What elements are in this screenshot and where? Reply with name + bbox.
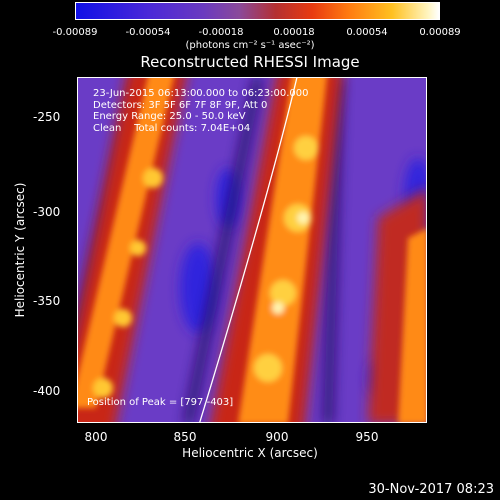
x-tick-label: 800 xyxy=(84,430,108,444)
y-tick-label: -300 xyxy=(33,205,61,219)
y-tick-label: -350 xyxy=(33,294,61,308)
y-tick-label: -250 xyxy=(33,110,61,124)
peak-position: Position of Peak = [797,-403] xyxy=(87,397,234,408)
colorbar-tick-label: 0.00018 xyxy=(273,27,315,38)
colorbar-tick-label: 0.00054 xyxy=(346,27,388,38)
info-line: Clean Total counts: 7.04E+04 xyxy=(93,122,251,134)
info-line: Energy Range: 25.0 - 50.0 keV xyxy=(93,111,246,122)
generation-date: 30-Nov-2017 08:23 xyxy=(368,482,494,497)
x-axis-label: Heliocentric X (arcsec) xyxy=(182,446,318,460)
colorbar-tick-label: -0.00054 xyxy=(125,27,171,38)
info-line: Detectors: 3F 5F 6F 7F 8F 9F, Att 0 xyxy=(93,99,268,111)
observation-info: 23-Jun-2015 06:13:00.000 to 06:23:00.000… xyxy=(93,88,309,134)
colorbar-units: (photons cm⁻² s⁻¹ asec⁻²) xyxy=(185,40,315,51)
x-tick-label: 950 xyxy=(355,430,379,444)
x-tick-label: 900 xyxy=(265,430,289,444)
image-title: Reconstructed RHESSI Image xyxy=(140,53,360,71)
y-axis-label: Heliocentric Y (arcsec) xyxy=(13,182,27,318)
x-tick-label: 850 xyxy=(173,430,197,444)
colorbar-tick-label: 0.00089 xyxy=(419,27,461,38)
info-line: 23-Jun-2015 06:13:00.000 to 06:23:00.000 xyxy=(93,88,309,99)
colorbar-tick-label: -0.00018 xyxy=(198,27,244,38)
colorbar-tick-label: -0.00089 xyxy=(52,27,98,38)
rhessi-image xyxy=(77,77,427,423)
y-tick-label: -400 xyxy=(33,384,61,398)
colorbar xyxy=(75,2,440,20)
